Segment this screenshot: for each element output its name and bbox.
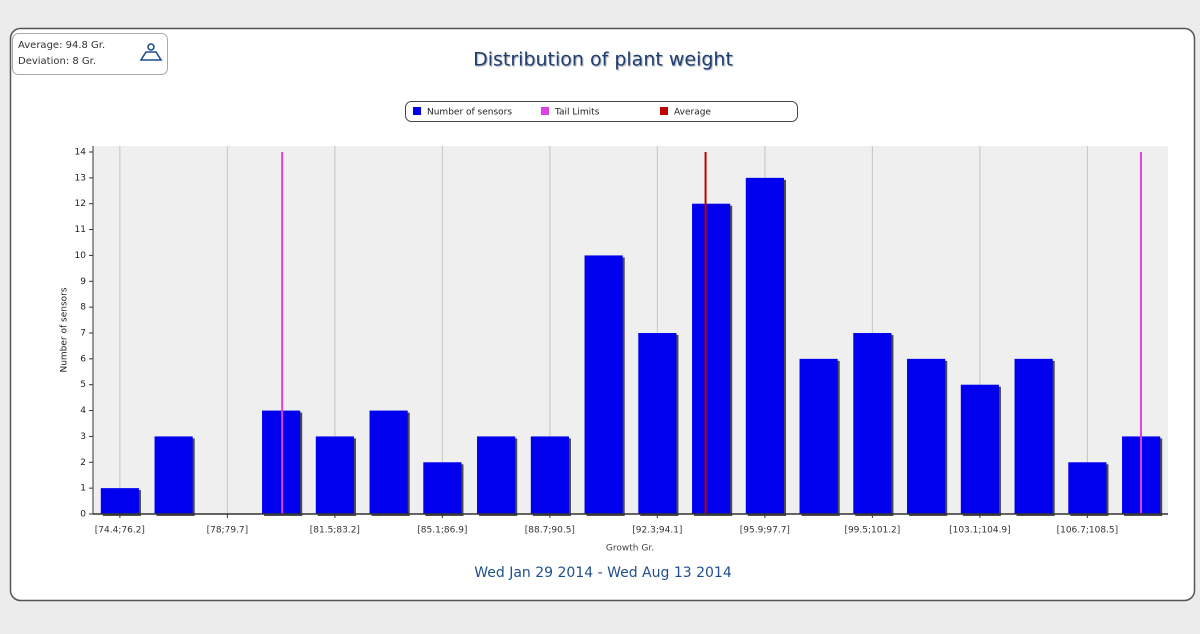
legend: [405, 101, 798, 122]
x-tick-label: [81.5;83.2]: [310, 526, 360, 536]
bar: [584, 255, 623, 514]
bar: [154, 436, 193, 514]
info-icon[interactable]: [139, 43, 163, 61]
y-tick-label: 14: [75, 148, 87, 158]
x-tick-label: [88.7;90.5]: [525, 526, 575, 536]
plot-area: [93, 146, 1168, 514]
bar: [799, 358, 838, 514]
chart-title: Distribution of plant weight: [473, 49, 733, 71]
y-tick-label: 9: [80, 277, 86, 287]
y-tick-label: 1: [80, 484, 86, 494]
info-average: Average: 94.8 Gr.: [18, 40, 105, 51]
x-tick-label: [78;79.7]: [207, 526, 249, 536]
legend-swatch: [413, 107, 421, 115]
bar: [1014, 358, 1053, 514]
y-tick-label: 13: [75, 173, 86, 183]
legend-label: Tail Limits: [554, 108, 600, 118]
legend-swatch: [660, 107, 668, 115]
legend-swatch: [541, 107, 549, 115]
y-tick-label: 0: [80, 510, 86, 520]
bar: [907, 358, 946, 514]
y-tick-label: 3: [80, 432, 86, 442]
legend-label: Average: [674, 108, 711, 118]
bar: [100, 488, 139, 514]
x-tick-label: [95.9;97.7]: [740, 526, 790, 536]
bar: [638, 333, 677, 514]
x-tick-label: [106.7;108.5]: [1057, 526, 1119, 536]
x-tick-label: [74.4;76.2]: [95, 526, 145, 536]
bar: [745, 177, 784, 514]
info-deviation: Deviation: 8 Gr.: [18, 56, 96, 67]
info-box: [12, 33, 168, 75]
y-tick-label: 7: [80, 329, 86, 339]
y-tick-label: 6: [80, 354, 86, 364]
y-tick-label: 5: [80, 380, 86, 390]
y-tick-label: 8: [80, 303, 86, 313]
bar: [262, 410, 301, 514]
x-tick-label: [103.1;104.9]: [949, 526, 1011, 536]
bar: [960, 384, 999, 514]
bar: [315, 436, 354, 514]
bar: [423, 462, 462, 514]
bar: [530, 436, 569, 514]
x-tick-label: [85.1;86.9]: [417, 526, 467, 536]
y-axis-label: Number of sensors: [60, 287, 70, 372]
y-tick-label: 4: [80, 406, 86, 416]
x-axis-label: Growth Gr.: [606, 544, 654, 554]
y-tick-label: 11: [75, 225, 86, 235]
bar: [853, 333, 892, 514]
date-range: Wed Jan 29 2014 - Wed Aug 13 2014: [474, 565, 732, 581]
y-tick-label: 12: [75, 199, 86, 209]
legend-label: Number of sensors: [427, 108, 512, 118]
x-tick-label: [92.3;94.1]: [632, 526, 682, 536]
y-tick-label: 10: [75, 251, 87, 261]
x-tick-label: [99.5;101.2]: [844, 526, 900, 536]
y-tick-label: 2: [80, 458, 86, 468]
bar: [692, 203, 731, 514]
bar: [369, 410, 408, 514]
bar: [477, 436, 516, 514]
bar: [1068, 462, 1107, 514]
